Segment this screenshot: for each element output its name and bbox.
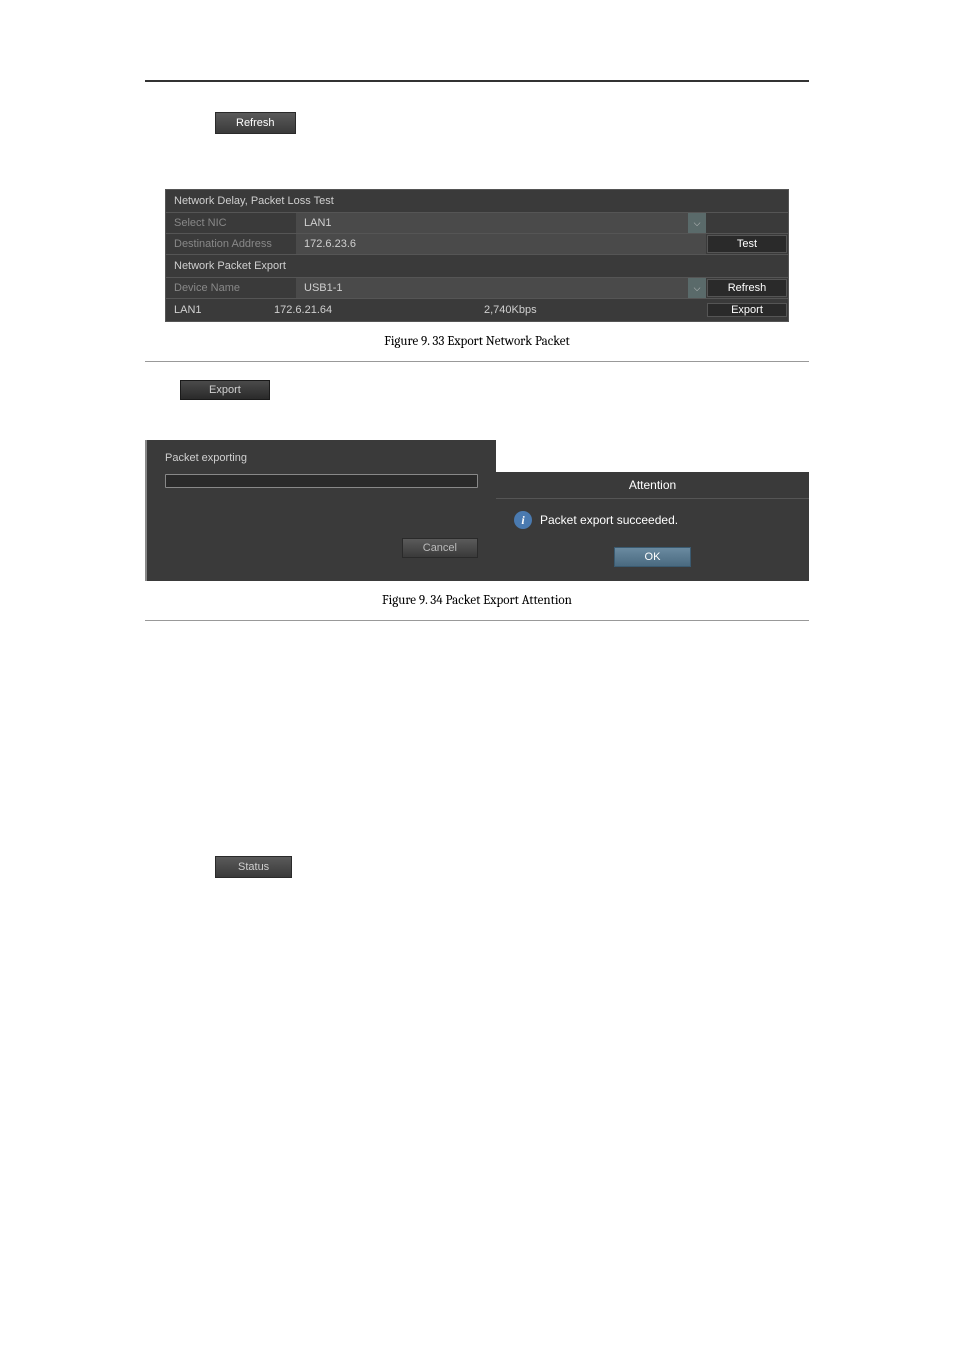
export-progress-bar: [165, 474, 478, 488]
dest-addr-input[interactable]: 172.6.23.6: [296, 234, 706, 254]
test-button[interactable]: Test: [707, 235, 787, 253]
lan-ip: 172.6.21.64: [266, 302, 476, 318]
export-button[interactable]: Export: [707, 303, 787, 317]
attention-message: Packet export succeeded.: [540, 513, 678, 527]
dest-addr-row: Destination Address 172.6.23.6 Test: [166, 234, 788, 255]
page-top-divider: [145, 80, 809, 82]
info-icon: i: [514, 511, 532, 529]
network-delay-header: Network Delay, Packet Loss Test: [166, 190, 788, 213]
attention-dialog: Attention i Packet export succeeded. OK: [496, 472, 809, 581]
section-divider-1: [145, 361, 809, 362]
nic-dropdown-icon[interactable]: ⌵: [688, 213, 706, 233]
lan-name: LAN1: [166, 302, 266, 318]
device-name-value[interactable]: USB1-1: [296, 278, 688, 298]
lan-rate: 2,740Kbps: [476, 302, 706, 318]
device-dropdown-icon[interactable]: ⌵: [688, 278, 706, 298]
figure-caption-1: Figure 9. 33 Export Network Packet: [0, 334, 954, 349]
network-packet-export-header: Network Packet Export: [166, 255, 788, 278]
device-name-label: Device Name: [166, 278, 296, 298]
attention-title: Attention: [496, 472, 809, 499]
refresh-button-top[interactable]: Refresh: [215, 112, 296, 134]
packet-exporting-dialog: Packet exporting Cancel: [145, 440, 496, 581]
figure-caption-2: Figure 9. 34 Packet Export Attention: [0, 593, 954, 608]
cancel-button[interactable]: Cancel: [402, 538, 478, 558]
dest-addr-label: Destination Address: [166, 234, 296, 254]
device-name-row: Device Name USB1-1 ⌵ Refresh: [166, 278, 788, 299]
network-settings-panel: Network Delay, Packet Loss Test Select N…: [165, 189, 789, 322]
dialogs-row: Packet exporting Cancel Attention i Pack…: [145, 440, 809, 581]
select-nic-row: Select NIC LAN1 ⌵: [166, 213, 788, 234]
select-nic-label: Select NIC: [166, 213, 296, 233]
status-button[interactable]: Status: [215, 856, 292, 878]
select-nic-value[interactable]: LAN1: [296, 213, 688, 233]
section-divider-2: [145, 620, 809, 621]
refresh-button[interactable]: Refresh: [707, 279, 787, 297]
export-button-standalone[interactable]: Export: [180, 380, 270, 400]
packet-exporting-title: Packet exporting: [165, 452, 478, 464]
ok-button[interactable]: OK: [614, 547, 692, 567]
spacer: [706, 213, 788, 233]
lan-info-row: LAN1 172.6.21.64 2,740Kbps Export: [166, 299, 788, 321]
